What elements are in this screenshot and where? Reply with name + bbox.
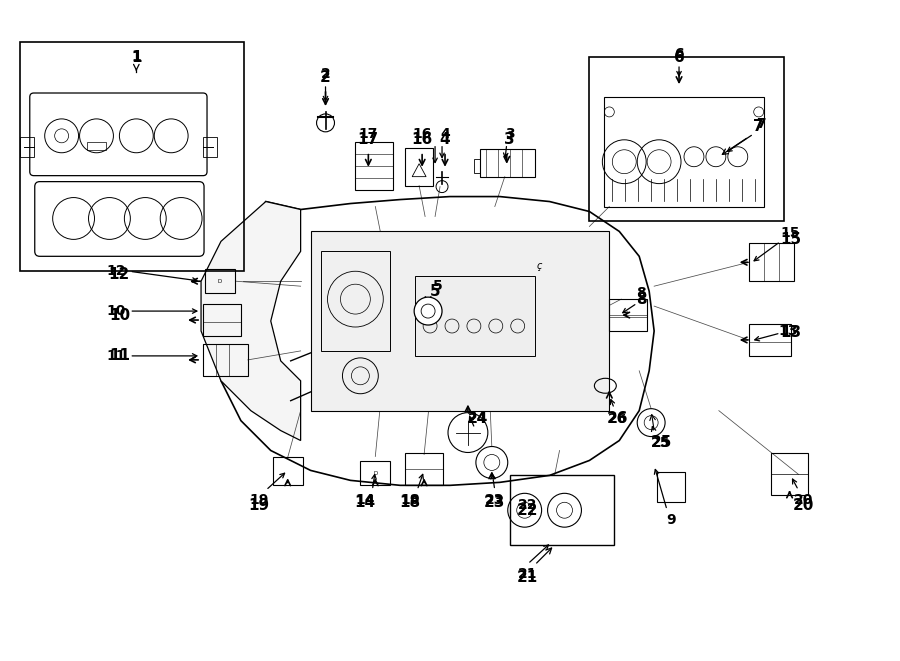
Text: 1: 1 xyxy=(131,50,141,65)
Text: 24: 24 xyxy=(468,412,488,426)
Text: 21: 21 xyxy=(517,570,538,586)
Bar xyxy=(205,269,235,293)
Text: 8: 8 xyxy=(636,286,646,300)
Text: ç: ç xyxy=(537,261,543,271)
Text: 13: 13 xyxy=(778,324,798,338)
Text: 26: 26 xyxy=(607,411,628,426)
Bar xyxy=(415,276,535,356)
Bar xyxy=(480,149,535,176)
Bar xyxy=(356,142,393,190)
Bar xyxy=(405,453,443,485)
Bar xyxy=(20,42,244,271)
Text: 18: 18 xyxy=(400,493,420,507)
Circle shape xyxy=(414,297,442,325)
Text: 14: 14 xyxy=(356,493,375,507)
Text: 22: 22 xyxy=(517,503,538,518)
Text: D: D xyxy=(374,471,377,476)
Text: 25: 25 xyxy=(652,436,670,449)
Text: 7: 7 xyxy=(753,120,764,134)
Bar xyxy=(590,57,784,221)
Bar xyxy=(273,457,302,485)
Bar xyxy=(310,231,609,410)
Text: 3: 3 xyxy=(505,127,515,141)
Text: 12: 12 xyxy=(107,264,126,278)
Text: 10: 10 xyxy=(109,307,130,323)
Bar xyxy=(360,461,391,485)
Bar xyxy=(749,324,790,356)
Text: 2: 2 xyxy=(320,67,330,81)
Text: 15: 15 xyxy=(780,232,801,247)
Text: 4: 4 xyxy=(440,132,450,147)
Bar xyxy=(474,159,480,173)
Circle shape xyxy=(55,129,68,143)
Text: 7: 7 xyxy=(756,117,766,131)
Bar xyxy=(405,148,433,186)
Text: 9: 9 xyxy=(666,513,676,527)
Text: 12: 12 xyxy=(109,267,130,282)
Polygon shape xyxy=(211,196,654,485)
Text: 1: 1 xyxy=(131,50,141,64)
Text: 23: 23 xyxy=(484,495,506,510)
Text: 21: 21 xyxy=(518,567,537,581)
Text: 15: 15 xyxy=(781,227,800,241)
Text: 19: 19 xyxy=(249,493,268,507)
Text: 20: 20 xyxy=(793,498,814,513)
Bar xyxy=(657,473,685,502)
Text: 2: 2 xyxy=(320,69,331,85)
Polygon shape xyxy=(201,202,301,440)
Text: 26: 26 xyxy=(608,412,627,426)
Text: 17: 17 xyxy=(358,132,379,147)
Text: 4: 4 xyxy=(440,127,450,141)
Text: 11: 11 xyxy=(109,348,130,364)
Bar xyxy=(203,304,241,336)
Bar xyxy=(509,475,615,545)
Bar xyxy=(320,251,391,351)
Text: 19: 19 xyxy=(248,498,269,513)
Text: 6: 6 xyxy=(674,50,684,65)
Text: 8: 8 xyxy=(636,292,646,307)
Text: 5: 5 xyxy=(430,284,440,299)
Bar xyxy=(770,453,808,495)
Text: 3: 3 xyxy=(504,132,515,147)
Text: 24: 24 xyxy=(467,411,489,426)
Text: 6: 6 xyxy=(674,47,684,61)
Bar xyxy=(203,137,217,157)
Text: 25: 25 xyxy=(651,435,671,450)
Text: 10: 10 xyxy=(107,304,126,318)
Text: 16: 16 xyxy=(412,127,432,141)
Text: 23: 23 xyxy=(485,493,505,507)
Bar xyxy=(86,142,106,150)
Text: 18: 18 xyxy=(400,495,420,510)
Text: 16: 16 xyxy=(411,132,433,147)
Text: D: D xyxy=(218,279,222,284)
Text: 20: 20 xyxy=(794,493,814,507)
Bar xyxy=(20,137,34,157)
Text: 17: 17 xyxy=(359,127,378,141)
Bar xyxy=(609,299,647,331)
Bar xyxy=(203,344,248,376)
Text: 13: 13 xyxy=(780,325,801,340)
Bar xyxy=(749,243,794,281)
Text: 22: 22 xyxy=(518,498,537,512)
Bar xyxy=(604,97,764,206)
Text: 11: 11 xyxy=(107,349,126,363)
Text: 14: 14 xyxy=(355,495,376,510)
Text: 5: 5 xyxy=(433,279,443,293)
